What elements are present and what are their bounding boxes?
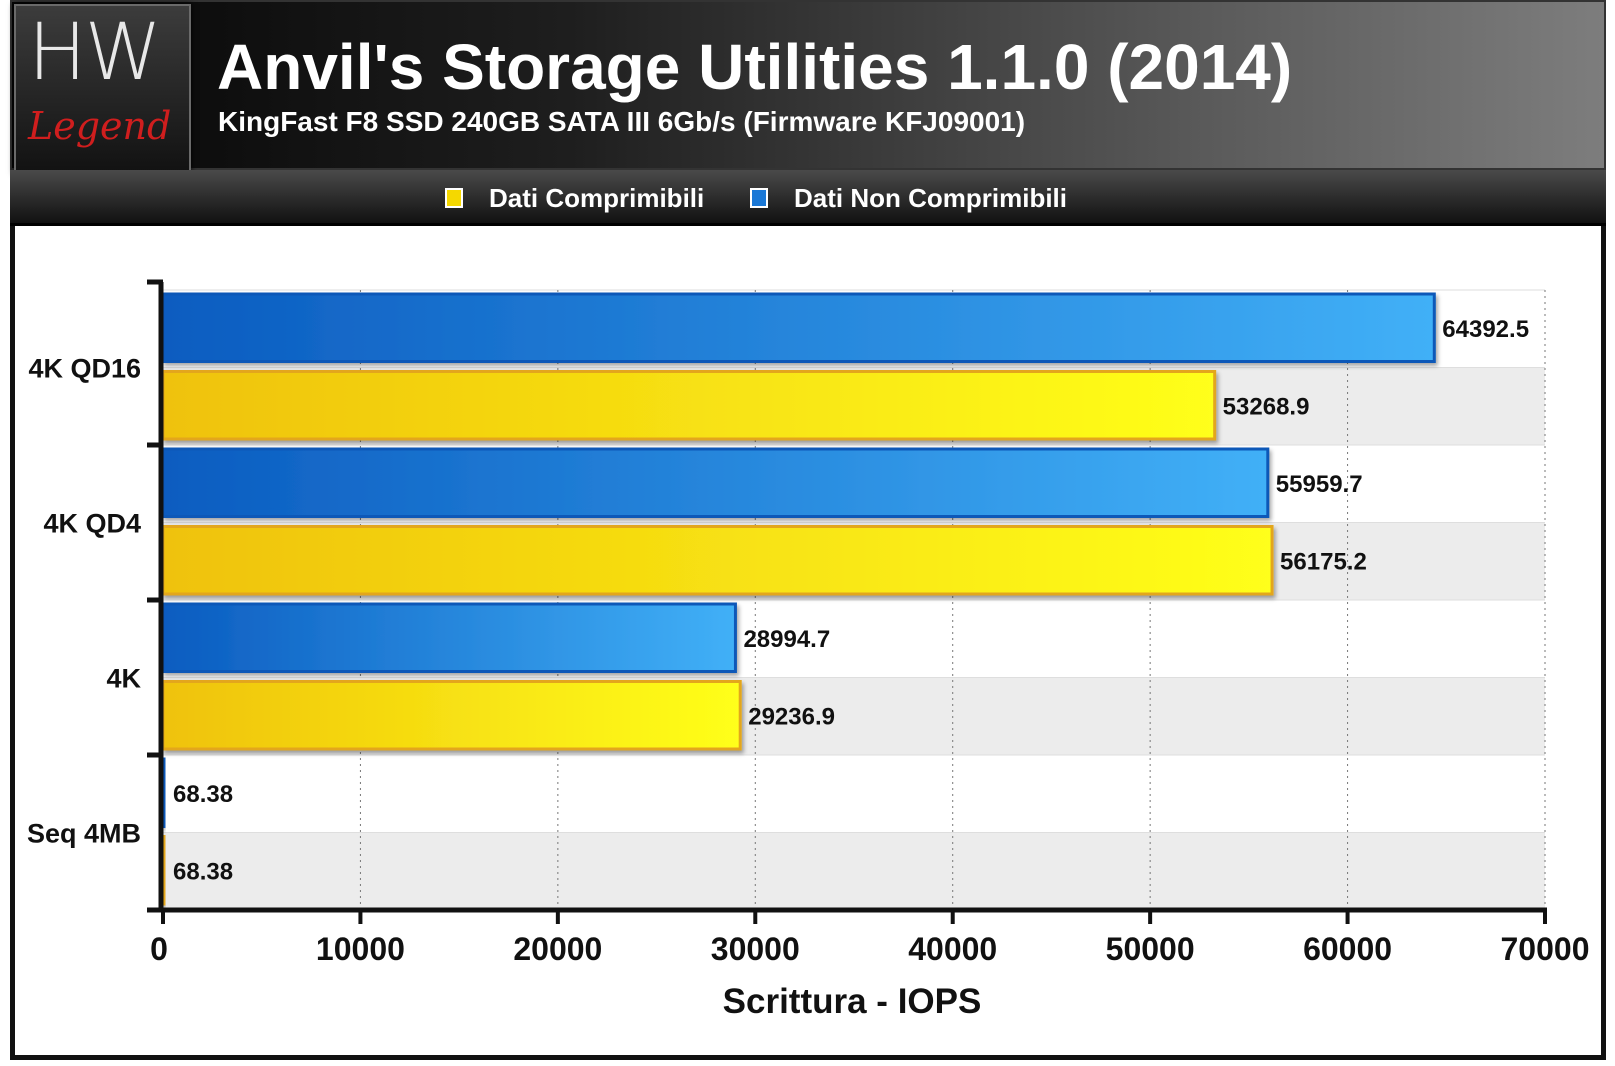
bar-compressible bbox=[161, 680, 742, 751]
bar-incompressible bbox=[161, 447, 1270, 518]
plot-stripe bbox=[163, 832, 1545, 910]
category-label: Seq 4MB bbox=[27, 819, 141, 849]
labels: 64392.5 53268.9 4K QD16 55959.7 56175.2 4K QD… bbox=[27, 316, 1590, 967]
value-label: 68.38 bbox=[173, 858, 233, 885]
x-axis-title: Scrittura - IOPS bbox=[723, 982, 982, 1021]
category-label: 4K QD4 bbox=[43, 509, 141, 539]
legend-label-compressible: Dati Comprimibili bbox=[489, 182, 705, 213]
value-label: 68.38 bbox=[173, 781, 233, 808]
bar-incompressible bbox=[161, 602, 737, 673]
legend-item-incompressible: Dati Non Comprimibili bbox=[750, 182, 1067, 213]
value-label: 55959.7 bbox=[1276, 471, 1363, 498]
legend-item-compressible: Dati Comprimibili bbox=[445, 182, 705, 213]
hwlegend-logo: HW Legend bbox=[14, 4, 191, 174]
legend: Dati Comprimibili Dati Non Comprimibili bbox=[10, 170, 1606, 226]
value-label: 28994.7 bbox=[743, 626, 830, 653]
x-tick-label: 70000 bbox=[1501, 931, 1590, 967]
value-label: 56175.2 bbox=[1280, 548, 1367, 575]
legend-swatch-blue bbox=[750, 188, 768, 208]
x-tick-label: 50000 bbox=[1106, 931, 1195, 967]
legend-label-incompressible: Dati Non Comprimibili bbox=[794, 182, 1067, 213]
header-banner: Anvil's Storage Utilities 1.1.0 (2014) K… bbox=[10, 0, 1606, 170]
logo-text-legend: Legend bbox=[28, 104, 172, 148]
chart-title: Anvil's Storage Utilities 1.1.0 (2014) bbox=[217, 31, 1293, 103]
value-label: 29236.9 bbox=[748, 703, 835, 730]
logo-text-hw: HW bbox=[28, 8, 162, 98]
bar-compressible bbox=[161, 525, 1274, 596]
plot-stripe bbox=[163, 755, 1545, 833]
x-tick-label: 10000 bbox=[316, 931, 405, 967]
category-label: 4K bbox=[106, 664, 141, 694]
x-tick-label: 30000 bbox=[711, 931, 800, 967]
category-label: 4K QD16 bbox=[28, 354, 141, 384]
bar-incompressible bbox=[161, 292, 1436, 363]
x-tick-label: 0 bbox=[150, 931, 168, 967]
x-tick-label: 40000 bbox=[908, 931, 997, 967]
x-tick-label: 20000 bbox=[513, 931, 602, 967]
x-tick-label: 60000 bbox=[1303, 931, 1392, 967]
value-label: 53268.9 bbox=[1223, 393, 1310, 420]
value-label: 64392.5 bbox=[1442, 316, 1529, 343]
chart-subtitle: KingFast F8 SSD 240GB SATA III 6Gb/s (Fi… bbox=[218, 106, 1026, 137]
legend-swatch-yellow bbox=[445, 188, 463, 208]
bar-compressible bbox=[161, 370, 1217, 441]
axes bbox=[147, 279, 1547, 924]
bars bbox=[161, 292, 1436, 906]
